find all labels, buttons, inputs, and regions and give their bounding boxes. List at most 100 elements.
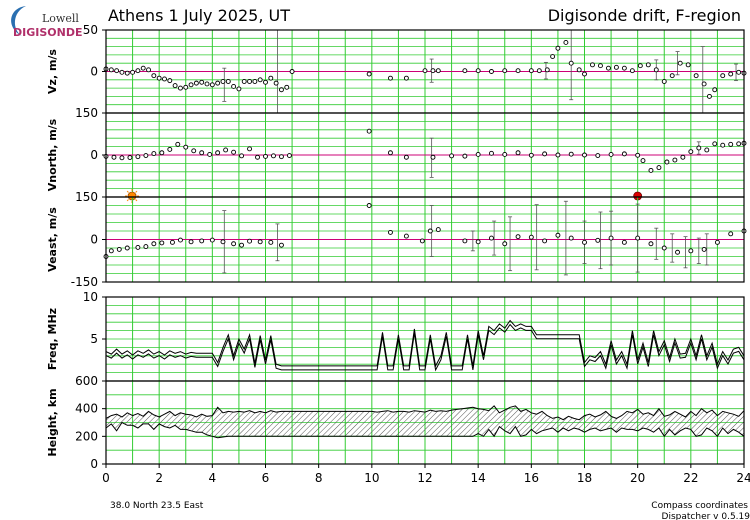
data-point	[736, 141, 742, 147]
data-point	[284, 84, 290, 90]
data-point	[268, 239, 274, 245]
panel-vnorth: 150 0 Vnorth, m/s	[46, 106, 747, 203]
data-point	[263, 79, 268, 85]
data-point	[151, 241, 157, 247]
data-point	[177, 85, 183, 91]
data-point	[286, 153, 292, 159]
data-point	[661, 79, 667, 84]
data-point	[568, 151, 574, 157]
data-point	[555, 152, 561, 158]
sunrise-ray	[126, 190, 129, 193]
data-point	[209, 82, 215, 88]
data-point	[629, 68, 635, 74]
data-point	[366, 71, 372, 77]
panel-vz: 50 0 Vz, m/s	[46, 23, 747, 114]
y-axis-label: Vnorth, m/s	[46, 118, 59, 191]
data-point	[582, 239, 587, 245]
x-tick-label: 20	[630, 471, 645, 485]
data-point	[590, 62, 595, 68]
sunrise-ray	[135, 190, 138, 193]
sunrise-marker	[127, 191, 137, 201]
x-tick-label: 22	[683, 471, 698, 485]
data-point	[528, 152, 534, 158]
data-point	[595, 237, 601, 243]
y-tick-label: 0	[90, 233, 98, 247]
data-point	[656, 165, 662, 171]
data-point	[489, 150, 494, 156]
data-point	[159, 240, 165, 246]
data-point	[664, 159, 670, 165]
data-point	[568, 235, 574, 241]
data-point	[146, 67, 151, 73]
data-point	[204, 81, 210, 87]
data-point	[172, 83, 178, 89]
x-tick-label: 8	[315, 471, 323, 485]
data-point	[706, 93, 712, 99]
data-point	[403, 233, 409, 239]
data-point	[366, 203, 372, 208]
data-point	[231, 149, 237, 155]
y-axis-label: Veast, m/s	[46, 207, 59, 272]
data-point	[502, 68, 508, 74]
data-point	[648, 241, 654, 247]
freq-line-upper	[105, 319, 745, 368]
data-point	[175, 141, 181, 147]
data-point	[108, 248, 114, 254]
data-point	[114, 68, 120, 74]
data-point	[151, 73, 157, 79]
data-point	[422, 68, 428, 74]
y-axis-label: Freq, MHz	[46, 308, 59, 370]
data-point	[728, 141, 734, 147]
data-point	[608, 151, 614, 157]
logo-swoosh	[11, 6, 26, 36]
data-point	[255, 154, 260, 160]
y-tick-label: 400	[75, 402, 98, 416]
data-point	[167, 78, 173, 84]
data-point	[435, 227, 441, 233]
data-point	[536, 68, 542, 74]
data-point	[215, 150, 221, 156]
data-point	[427, 228, 433, 234]
data-point	[449, 153, 455, 159]
x-tick-label: 12	[417, 471, 432, 485]
freq-line-lower	[105, 323, 745, 372]
data-point	[669, 73, 675, 79]
data-point	[544, 67, 550, 73]
data-point	[188, 239, 194, 245]
data-point	[387, 75, 393, 81]
data-point	[215, 80, 221, 86]
panel-veast: 150 0 -150 Veast, m/s	[46, 190, 747, 289]
data-point	[675, 249, 680, 255]
data-point	[462, 238, 468, 244]
data-point	[677, 60, 683, 66]
data-point	[528, 234, 534, 240]
data-point	[188, 82, 194, 88]
data-point	[712, 87, 718, 93]
data-point	[645, 62, 651, 68]
x-tick-label: 10	[364, 471, 379, 485]
data-point	[271, 153, 276, 159]
x-tick-label: 24	[736, 471, 750, 485]
sunrise-ray	[135, 199, 138, 202]
data-point	[366, 128, 372, 134]
data-point	[143, 244, 149, 250]
data-point	[502, 151, 508, 157]
chart-title-right: Digisonde drift, F-region	[548, 6, 741, 25]
chart-title-left: Athens 1 July 2025, UT	[108, 6, 290, 25]
data-point	[582, 152, 587, 158]
data-point	[403, 75, 409, 81]
y-axis-label: Vz, m/s	[46, 49, 59, 94]
y-tick-label: 0	[90, 65, 98, 79]
x-tick-label: 6	[262, 471, 270, 485]
data-point	[170, 239, 175, 245]
data-point	[135, 68, 141, 74]
data-point	[199, 79, 205, 85]
data-point	[555, 45, 561, 51]
data-point	[568, 60, 574, 66]
data-point	[563, 40, 569, 45]
data-point	[130, 69, 136, 75]
data-point	[239, 242, 245, 248]
data-point	[241, 79, 247, 84]
panel-height: 600 400 200 0 Height, km	[46, 374, 745, 471]
data-point	[124, 245, 130, 251]
